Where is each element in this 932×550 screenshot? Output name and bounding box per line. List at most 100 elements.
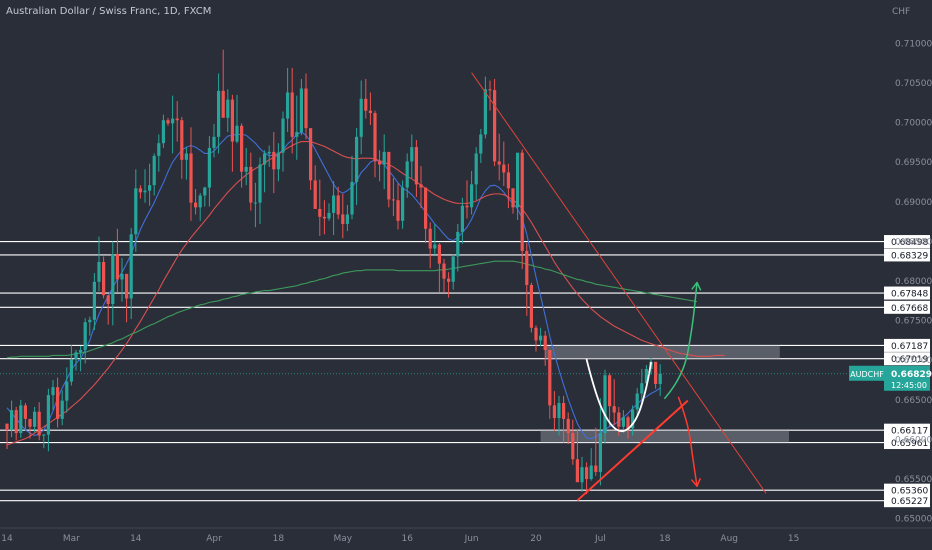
moving-average-line (6, 141, 725, 446)
candle-body (529, 284, 533, 328)
candle-body (465, 205, 469, 208)
candle-body (378, 161, 382, 165)
candle-body (152, 155, 156, 186)
candle-body (83, 322, 87, 350)
candle-body (612, 406, 616, 413)
candle-body (198, 195, 202, 208)
level-label-box (884, 300, 930, 314)
price-axis: 0.65000 0.65500 0.66000 0.66500 0.67000 0.675… (895, 39, 932, 524)
candle-body (488, 89, 492, 91)
candle-body (249, 166, 253, 203)
level-label: 0.68329 (891, 251, 928, 261)
candle-body (276, 152, 280, 170)
candle-body (286, 92, 290, 119)
candle-body (171, 118, 175, 124)
candle-body (493, 90, 497, 162)
candle-body (207, 147, 211, 188)
candle-body (88, 319, 92, 323)
candle-body (437, 244, 441, 264)
candle-body (37, 411, 41, 436)
candle-body (470, 184, 474, 208)
level-label-box (884, 352, 930, 366)
level-label-box (884, 494, 930, 508)
candle-body (511, 188, 515, 208)
candle-body (621, 417, 625, 427)
candle-body (23, 405, 27, 419)
cup-curve (585, 358, 652, 433)
x-tick-label: 14 (130, 534, 142, 544)
candle-body (405, 161, 409, 188)
x-tick-label: 20 (530, 534, 542, 544)
ascending-trendline (576, 399, 689, 502)
candle-body (175, 118, 179, 121)
candle-body (180, 120, 184, 160)
currency-label: CHF (892, 7, 911, 17)
candle-body (212, 136, 216, 148)
candle-body (322, 216, 326, 219)
candle-body (566, 418, 570, 434)
candle-body (203, 187, 207, 196)
candle-body (617, 412, 621, 427)
candle-body (230, 99, 234, 142)
candle-body (46, 395, 50, 435)
candle-body (433, 244, 437, 249)
candle-body (115, 254, 119, 280)
candle-body (5, 423, 9, 430)
candle-body (65, 381, 69, 401)
candle-body (456, 231, 460, 257)
candle-body (161, 120, 165, 144)
candle-body (19, 405, 23, 434)
candle-body (14, 410, 18, 434)
candle-body (575, 459, 579, 483)
symbol-tag (849, 365, 885, 381)
y-tick-label: 0.69500 (895, 158, 932, 168)
candle-body (42, 434, 46, 436)
candle-body (69, 359, 73, 382)
zone-rect (540, 430, 789, 443)
candle-body (332, 195, 336, 213)
candle-body (120, 273, 124, 280)
level-label-box (884, 483, 930, 497)
moving-average-line (6, 260, 698, 359)
candle-body (506, 172, 510, 189)
candle-body (194, 202, 198, 208)
last-price-box (884, 365, 930, 391)
y-tick-label: 0.70500 (895, 79, 932, 89)
candle-body (479, 134, 483, 154)
candle-body (539, 335, 543, 341)
candle-body (658, 373, 662, 384)
candle-body (502, 164, 506, 173)
symbol-label: AUDCHF (850, 370, 884, 379)
candle-body (580, 467, 584, 483)
candle-body (410, 147, 414, 162)
candle-body (525, 250, 529, 285)
candle-body (350, 181, 354, 215)
y-tick-label: 0.65500 (895, 475, 932, 485)
candle-body (368, 110, 372, 114)
candle-body (382, 151, 386, 165)
level-label-box (884, 286, 930, 300)
drawings (471, 72, 767, 502)
level-label: 0.65961 (891, 439, 928, 449)
candle-body (102, 261, 106, 296)
candle-body (483, 89, 487, 135)
x-tick-label: 18 (659, 534, 671, 544)
candle-body (143, 190, 147, 193)
candle-body (272, 151, 276, 170)
y-tick-label: 0.67500 (895, 317, 932, 327)
x-tick-label: Apr (206, 534, 222, 544)
candle-body (327, 212, 331, 219)
candle-body (166, 120, 170, 124)
candle-body (543, 335, 547, 350)
candle-body (74, 352, 78, 360)
candle-body (644, 368, 648, 384)
candle-body (244, 166, 248, 172)
candle-body (226, 99, 230, 118)
level-label: 0.67019 (891, 355, 928, 365)
candle-body (341, 214, 345, 224)
y-tick-label: 0.70000 (895, 119, 932, 129)
candle-body (129, 234, 133, 299)
level-label-box (884, 248, 930, 262)
